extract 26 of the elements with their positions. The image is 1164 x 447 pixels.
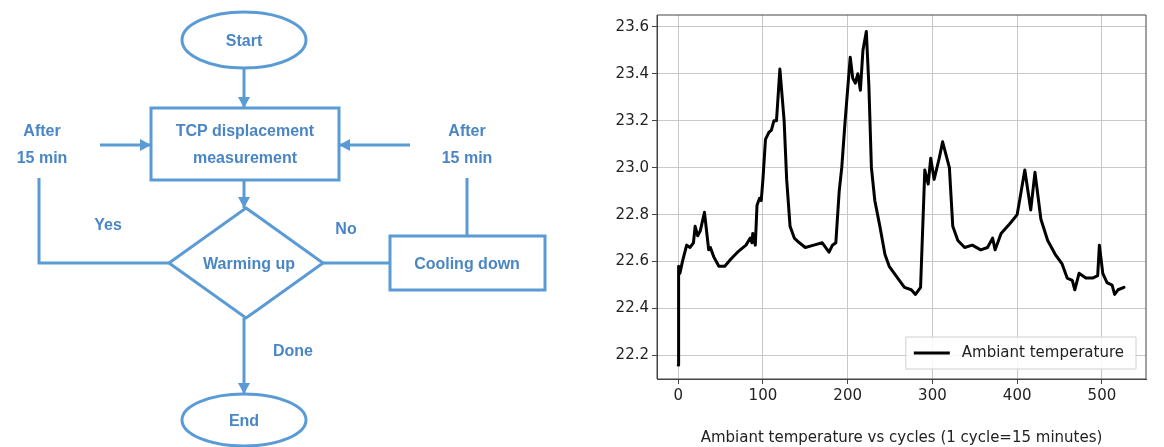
- y-tick-label: 23.4: [615, 63, 649, 82]
- y-tick-label: 22.2: [615, 345, 649, 364]
- text: Yes: [94, 214, 122, 235]
- x-tick-label: 200: [833, 385, 862, 404]
- text: Start: [225, 30, 263, 51]
- y-tick-label: 23.2: [615, 110, 649, 129]
- y-tick-label: 23.6: [615, 16, 649, 35]
- text: TCP displacement measurement: [174, 121, 316, 168]
- x-tick-label: 300: [918, 385, 947, 404]
- x-tick-label: 100: [748, 385, 778, 404]
- legend-label: Ambiant temperature: [961, 342, 1125, 361]
- text: End: [228, 410, 260, 431]
- text: Cooling down: [414, 253, 520, 274]
- y-tick-label: 23.0: [615, 157, 649, 176]
- text: Warming up: [203, 253, 295, 274]
- x-tick-label: 0: [673, 385, 683, 404]
- x-tick-label: 400: [1002, 385, 1032, 404]
- text: Done: [273, 340, 313, 361]
- text: After 15 min: [440, 121, 494, 168]
- text: After 15 min: [15, 121, 69, 168]
- x-axis-title: Ambiant temperature vs cycles (1 cycle=15 minutes): [700, 427, 1103, 446]
- y-tick-label: 22.6: [615, 251, 649, 270]
- text: No: [335, 218, 357, 239]
- y-tick-label: 22.8: [615, 204, 649, 223]
- y-tick-label: 22.4: [615, 298, 649, 317]
- x-tick-label: 500: [1087, 385, 1117, 404]
